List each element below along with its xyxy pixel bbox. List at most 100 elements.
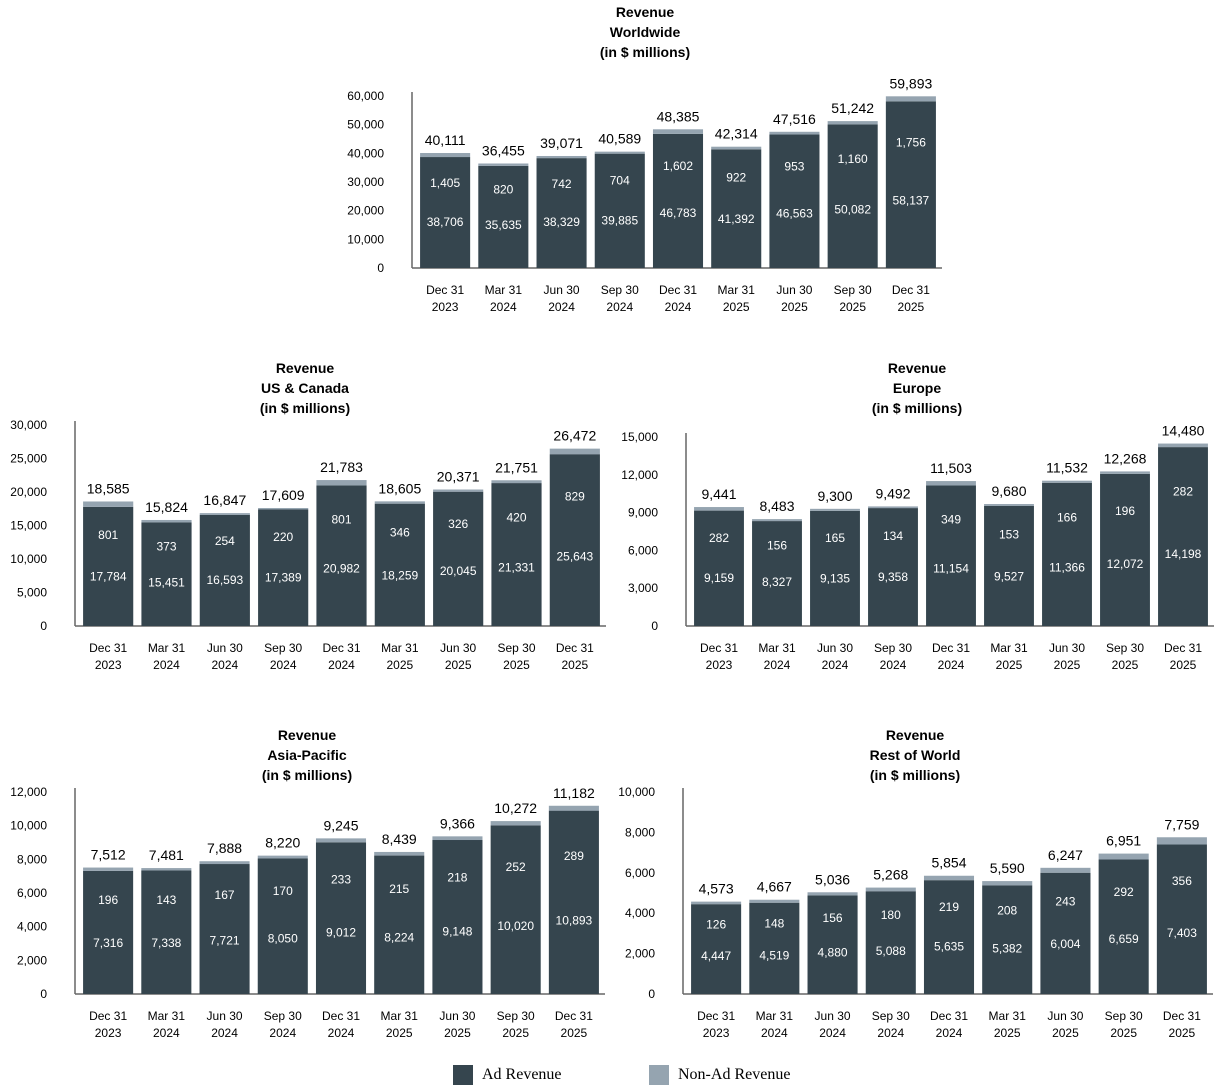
total-value-label: 59,893: [889, 75, 932, 91]
x-category-label: Mar 31: [381, 1009, 419, 1023]
x-category-label: Mar 31: [989, 1009, 1027, 1023]
bar-ad-revenue: [199, 864, 250, 994]
bar-non-ad-revenue: [1158, 443, 1208, 448]
bar-non-ad-revenue: [258, 508, 309, 510]
total-value-label: 42,314: [715, 126, 758, 142]
bar-non-ad-revenue: [199, 861, 250, 865]
x-category-year-label: 2024: [665, 300, 692, 314]
x-category-label: Dec 31: [89, 641, 127, 655]
bar-non-ad-revenue: [83, 867, 134, 871]
ad-value-label: 20,982: [323, 562, 360, 576]
y-tick-label: 0: [40, 987, 47, 1001]
total-value-label: 16,847: [203, 492, 246, 508]
x-category-label: Dec 31: [697, 1009, 735, 1023]
non-ad-value-label: 349: [941, 512, 961, 526]
ad-value-label: 39,885: [601, 214, 638, 228]
bar-ad-revenue: [141, 522, 192, 626]
bar-non-ad-revenue: [984, 504, 1034, 506]
total-value-label: 9,366: [440, 815, 475, 831]
non-ad-value-label: 704: [610, 174, 630, 188]
x-category-label: Sep 30: [1106, 641, 1144, 655]
ad-value-label: 5,635: [934, 940, 964, 954]
ad-value-label: 7,338: [151, 936, 181, 950]
bar-non-ad-revenue: [769, 131, 820, 135]
x-category-label: Sep 30: [497, 641, 535, 655]
ad-value-label: 7,721: [210, 934, 240, 948]
bar-ad-revenue: [752, 521, 802, 626]
non-ad-value-label: 1,160: [838, 152, 868, 166]
ad-value-label: 11,366: [1049, 561, 1085, 575]
x-category-year-label: 2025: [1170, 658, 1197, 672]
x-category-year-label: 2024: [606, 300, 633, 314]
x-category-label: Dec 31: [930, 1009, 968, 1023]
x-category-year-label: 2025: [898, 300, 925, 314]
x-category-label: Sep 30: [601, 283, 639, 297]
bar-ad-revenue: [374, 855, 425, 994]
ad-value-label: 6,659: [1109, 932, 1139, 946]
y-tick-label: 40,000: [347, 146, 384, 160]
non-ad-value-label: 829: [565, 490, 585, 504]
non-ad-value-label: 134: [883, 529, 903, 543]
bar-non-ad-revenue: [807, 892, 858, 896]
chart-title-line: Worldwide: [610, 24, 681, 40]
non-ad-value-label: 1,405: [430, 176, 460, 190]
bar-ad-revenue: [433, 491, 484, 626]
chart-4: Revenue Rest of World (in $ millions) 0 2,00…: [618, 727, 1213, 1040]
bar-ad-revenue: [749, 902, 800, 994]
x-category-year-label: 2024: [822, 658, 849, 672]
x-category-label: Sep 30: [872, 1009, 910, 1023]
bar-ad-revenue: [315, 842, 367, 994]
x-category-label: Sep 30: [1105, 1009, 1143, 1023]
bar-non-ad-revenue: [1098, 853, 1149, 860]
ad-value-label: 9,148: [442, 924, 472, 938]
x-category-year-label: 2025: [561, 658, 588, 672]
non-ad-value-label: 143: [156, 893, 176, 907]
total-value-label: 15,824: [145, 499, 188, 515]
total-value-label: 18,585: [87, 480, 130, 496]
y-tick-label: 10,000: [347, 232, 384, 246]
x-category-year-label: 2025: [781, 300, 808, 314]
x-category-label: Dec 31: [1163, 1009, 1201, 1023]
y-tick-label: 10,000: [10, 552, 47, 566]
bar-non-ad-revenue: [420, 153, 471, 158]
chart-title-line: Revenue: [616, 4, 675, 20]
x-category-year-label: 2024: [211, 658, 238, 672]
ad-value-label: 38,329: [543, 215, 580, 229]
total-value-label: 6,247: [1048, 847, 1083, 863]
bar-ad-revenue: [923, 880, 975, 994]
ad-value-label: 7,316: [93, 936, 123, 950]
ad-value-label: 41,392: [718, 212, 755, 226]
y-tick-label: 15,000: [621, 430, 658, 444]
non-ad-value-label: 165: [825, 531, 845, 545]
total-value-label: 47,516: [773, 111, 816, 127]
y-tick-label: 5,000: [17, 586, 47, 600]
x-category-label: Sep 30: [834, 283, 872, 297]
bar-non-ad-revenue: [694, 507, 744, 511]
total-value-label: 26,472: [553, 428, 596, 444]
bar-non-ad-revenue: [752, 519, 802, 522]
chart-title-line: (in $ millions): [872, 400, 962, 416]
bar-non-ad-revenue: [982, 881, 1033, 886]
bar-non-ad-revenue: [491, 480, 542, 484]
bar-non-ad-revenue: [549, 448, 600, 455]
bar-non-ad-revenue: [257, 855, 308, 859]
x-category-label: Jun 30: [439, 1009, 475, 1023]
non-ad-value-label: 420: [506, 511, 526, 525]
bar-non-ad-revenue: [827, 121, 878, 125]
non-ad-value-label: 282: [709, 531, 729, 545]
x-category-label: Mar 31: [756, 1009, 794, 1023]
x-category-year-label: 2025: [386, 1026, 413, 1040]
non-ad-value-label: 148: [764, 916, 784, 930]
bar-non-ad-revenue: [1040, 867, 1091, 873]
total-value-label: 5,590: [990, 860, 1025, 876]
x-category-year-label: 2025: [445, 658, 472, 672]
x-category-label: Dec 31: [426, 283, 464, 297]
x-category-label: Sep 30: [264, 1009, 302, 1023]
bar-ad-revenue: [83, 506, 134, 626]
x-category-year-label: 2024: [211, 1026, 238, 1040]
ad-value-label: 16,593: [206, 573, 243, 587]
y-tick-label: 0: [377, 261, 384, 275]
x-category-year-label: 2025: [444, 1026, 471, 1040]
y-tick-label: 8,000: [625, 825, 655, 839]
bar-non-ad-revenue: [432, 836, 483, 841]
